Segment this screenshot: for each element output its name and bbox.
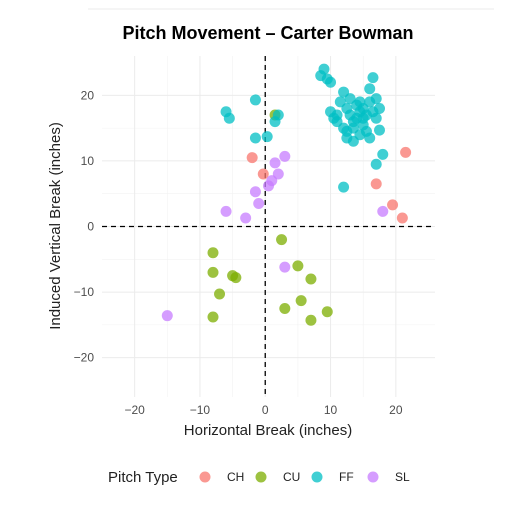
data-point-ff bbox=[318, 63, 330, 75]
data-point-cu bbox=[292, 260, 304, 272]
data-point-sl bbox=[249, 186, 261, 198]
data-point-ff bbox=[370, 112, 382, 124]
legend-label: FF bbox=[339, 470, 354, 484]
legend-label: CU bbox=[283, 470, 300, 484]
y-axis-ticks: −20 −10 0 10 20 bbox=[74, 88, 95, 364]
data-point-ff bbox=[223, 112, 235, 124]
legend-swatch bbox=[199, 471, 211, 483]
data-point-ff bbox=[364, 83, 376, 95]
chart-title: Pitch Movement – Carter Bowman bbox=[122, 23, 413, 43]
data-point-cu bbox=[321, 306, 333, 318]
x-tick-label: 20 bbox=[389, 403, 403, 417]
data-point-sl bbox=[253, 198, 265, 210]
data-point-sl bbox=[279, 261, 291, 273]
x-tick-label: −20 bbox=[124, 403, 145, 417]
data-point-ch bbox=[370, 178, 382, 190]
data-point-sl bbox=[161, 310, 173, 322]
data-point-ch bbox=[400, 146, 412, 158]
x-tick-label: 10 bbox=[324, 403, 338, 417]
series-sl bbox=[161, 150, 389, 322]
data-point-cu bbox=[214, 288, 226, 300]
data-point-ch bbox=[246, 152, 258, 164]
y-axis-label: Induced Vertical Break (inches) bbox=[47, 122, 64, 330]
data-point-ff bbox=[364, 132, 376, 144]
data-point-sl bbox=[377, 205, 389, 217]
y-tick-label: −10 bbox=[74, 285, 95, 299]
legend-label: CH bbox=[227, 470, 244, 484]
data-point-ff bbox=[377, 148, 389, 160]
y-tick-label: 10 bbox=[81, 154, 95, 168]
series-ch bbox=[246, 146, 412, 224]
reference-lines bbox=[102, 56, 435, 397]
data-point-cu bbox=[207, 247, 219, 259]
data-points bbox=[161, 63, 412, 326]
data-point-ff bbox=[370, 158, 382, 170]
legend-swatch bbox=[311, 471, 323, 483]
data-point-ff bbox=[325, 76, 337, 88]
legend-items: CH CU FF SL bbox=[199, 470, 410, 484]
data-point-ch bbox=[387, 199, 399, 211]
data-point-ff bbox=[367, 72, 379, 84]
data-point-cu bbox=[207, 311, 219, 323]
data-point-cu bbox=[305, 273, 317, 285]
x-axis-label: Horizontal Break (inches) bbox=[184, 422, 352, 439]
data-point-sl bbox=[279, 150, 291, 162]
x-tick-label: −10 bbox=[190, 403, 211, 417]
legend: Pitch Type CH CU FF SL bbox=[108, 469, 410, 486]
data-point-ff bbox=[338, 181, 350, 193]
data-point-ff bbox=[249, 94, 261, 106]
data-point-cu bbox=[207, 266, 219, 278]
legend-title: Pitch Type bbox=[108, 469, 178, 486]
data-point-cu bbox=[230, 272, 242, 284]
legend-swatch bbox=[255, 471, 267, 483]
data-point-ff bbox=[261, 131, 273, 143]
data-point-ch bbox=[257, 168, 269, 180]
data-point-ff bbox=[272, 109, 284, 121]
series-ff bbox=[220, 63, 389, 193]
legend-label: SL bbox=[395, 470, 410, 484]
y-tick-label: 20 bbox=[81, 88, 95, 102]
y-tick-label: 0 bbox=[87, 220, 94, 234]
data-point-ff bbox=[374, 124, 385, 136]
legend-item-cu: CU bbox=[255, 470, 300, 484]
data-point-ff bbox=[249, 132, 261, 144]
series-cu bbox=[207, 109, 333, 326]
data-point-cu bbox=[295, 295, 307, 307]
x-axis-ticks: −20 −10 0 10 20 bbox=[124, 403, 402, 417]
legend-swatch bbox=[367, 471, 379, 483]
data-point-cu bbox=[279, 302, 291, 314]
data-point-sl bbox=[263, 180, 274, 192]
x-tick-label: 0 bbox=[262, 403, 269, 417]
legend-item-sl: SL bbox=[367, 470, 410, 484]
data-point-cu bbox=[305, 314, 317, 326]
data-point-ff bbox=[331, 109, 343, 121]
data-point-cu bbox=[276, 234, 288, 246]
legend-item-ff: FF bbox=[311, 470, 354, 484]
data-point-ch bbox=[396, 212, 408, 224]
y-tick-label: −20 bbox=[74, 351, 95, 365]
legend-item-ch: CH bbox=[199, 470, 244, 484]
data-point-sl bbox=[269, 157, 281, 169]
data-point-sl bbox=[220, 205, 232, 217]
data-point-ff bbox=[374, 102, 385, 114]
data-point-sl bbox=[240, 212, 252, 224]
data-point-ff bbox=[370, 93, 382, 105]
